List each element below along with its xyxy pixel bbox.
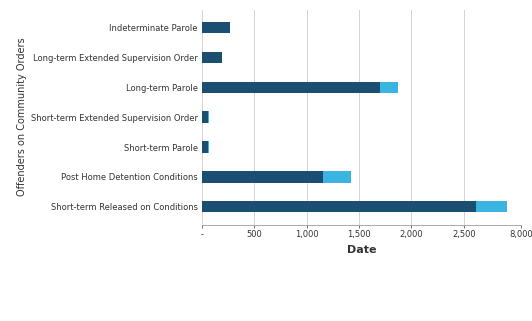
Bar: [202, 111, 209, 123]
X-axis label: Date: Date: [347, 245, 377, 255]
Bar: [202, 201, 476, 213]
Bar: [380, 82, 398, 93]
Bar: [322, 171, 351, 183]
Bar: [202, 52, 221, 63]
Bar: [202, 82, 380, 93]
Y-axis label: Offenders on Community Orders: Offenders on Community Orders: [17, 38, 27, 196]
Bar: [202, 141, 208, 153]
Bar: [209, 111, 210, 123]
Bar: [202, 171, 322, 183]
Bar: [476, 201, 506, 213]
Bar: [208, 141, 210, 153]
Bar: [202, 22, 230, 33]
